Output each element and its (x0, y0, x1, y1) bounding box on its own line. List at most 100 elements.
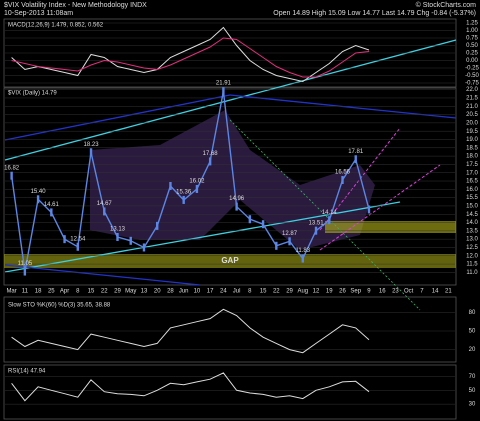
x-tick-label: 22 (101, 289, 108, 295)
trendline (4, 94, 231, 141)
x-tick-label: 14 (432, 289, 439, 295)
series-line (11, 372, 370, 402)
y-tick-label: 14.0 (466, 220, 478, 226)
y-tick-label: 13.0 (466, 237, 478, 243)
y-tick-label: -0.50 (465, 73, 479, 79)
x-tick-label: Oct (404, 289, 414, 295)
quote: Open 14.89 High 15.09 Low 14.77 Last 14.… (273, 10, 476, 17)
support-zone (325, 221, 456, 233)
price-bar (208, 157, 212, 166)
x-tick-label: 12 (313, 289, 320, 295)
y-tick-label: 22.0 (466, 87, 478, 93)
y-tick-label: 80 (469, 310, 476, 316)
y-tick-label: 12.0 (466, 253, 478, 259)
x-tick-label: 18 (35, 289, 42, 295)
chart-title: $VIX Volatility Index - New Methodology … (4, 2, 147, 9)
y-tick-label: 21.0 (466, 104, 478, 110)
trendline (319, 164, 441, 251)
y-tick-label: 19.0 (466, 137, 478, 143)
data-label: 11.83 (296, 248, 311, 254)
y-tick-label: 14.5 (466, 212, 478, 218)
x-tick-label: 24 (220, 289, 227, 295)
price-bar (182, 195, 185, 204)
x-tick-label: 21 (445, 289, 452, 295)
x-tick-label: 23 (392, 289, 399, 295)
y-tick-label: 19.5 (466, 129, 478, 135)
y-tick-label: 21.5 (466, 96, 478, 102)
macd-frame (3, 18, 457, 88)
panel-title: RSI(14) 47.94 (8, 369, 46, 375)
price-bar (354, 155, 357, 164)
price-bar (301, 254, 304, 263)
series-line (10, 91, 370, 272)
x-tick-label: 20 (154, 289, 161, 295)
y-tick-label: 1.25 (466, 21, 478, 27)
x-tick-label: 22 (273, 289, 280, 295)
price-bar (275, 241, 278, 250)
y-tick-label: 16.5 (466, 179, 478, 185)
x-tick-label: 8 (76, 289, 80, 295)
trendline (229, 119, 421, 311)
y-tick-label: 20.0 (466, 120, 478, 126)
panel-title: MACD(12,26,9) 1.479, 0.852, 0.562 (8, 23, 104, 29)
y-tick-label: -0.75 (465, 81, 479, 87)
price-bar (36, 195, 40, 204)
x-tick-label: 29 (114, 289, 121, 295)
x-tick-label: 26 (339, 289, 346, 295)
y-tick-label: 1.00 (466, 28, 478, 34)
brand: © StockCharts.com (416, 1, 477, 9)
price-bar (235, 202, 238, 211)
data-label: 14.67 (97, 201, 113, 207)
data-label: 14.14 (322, 210, 338, 216)
date: 10-Sep-2013 11:08am (4, 10, 73, 17)
x-tick-label: 28 (167, 289, 174, 295)
y-tick-label: 30 (469, 402, 476, 408)
price-bar (50, 208, 53, 217)
trendline (4, 39, 457, 161)
data-label: 16.82 (4, 165, 20, 171)
data-label: 16.02 (189, 179, 205, 185)
data-label: 12.54 (70, 236, 86, 242)
x-tick-label: 11 (22, 289, 29, 295)
y-tick-label: 70 (469, 374, 476, 380)
y-tick-label: 50 (469, 388, 476, 394)
price-bar (142, 243, 146, 252)
price-bar (10, 171, 13, 180)
trendline (4, 201, 401, 273)
x-tick-label: Aug (297, 289, 308, 295)
price-bar (76, 242, 79, 251)
y-tick-label: 17.0 (466, 170, 478, 176)
y-tick-label: 0.75 (466, 36, 478, 42)
series-line (11, 308, 370, 354)
rsi-frame (3, 364, 457, 420)
gap-zone (4, 254, 456, 268)
data-label: 14.61 (44, 202, 60, 208)
x-tick-label: Sep (350, 289, 361, 295)
x-tick-label: 15 (260, 289, 267, 295)
y-tick-label: 18.0 (466, 154, 478, 160)
data-label: 17.68 (203, 151, 219, 157)
data-label: 15.40 (31, 189, 47, 195)
price-bar (288, 237, 291, 246)
data-label: 13.13 (110, 227, 126, 233)
x-tick-label: 15 (88, 289, 95, 295)
x-tick-label: 29 (286, 289, 293, 295)
sto-frame (3, 296, 457, 363)
data-label: 17.81 (348, 149, 364, 155)
data-label: 12.87 (282, 231, 298, 237)
price-bar (195, 184, 199, 193)
y-tick-label: 17.5 (466, 162, 478, 168)
data-label: 18.23 (84, 142, 100, 148)
price-bar (367, 205, 371, 214)
price-bar (314, 226, 318, 235)
data-label: 16.56 (335, 170, 351, 176)
y-tick-label: 50 (469, 329, 476, 335)
y-tick-label: 15.5 (466, 195, 478, 201)
y-tick-label: 16.0 (466, 187, 478, 193)
x-tick-label: 8 (248, 289, 252, 295)
price-bar (63, 235, 66, 244)
y-tick-label: 0.00 (466, 58, 478, 64)
x-tick-label: Apr (60, 289, 69, 295)
price-bar (328, 216, 331, 225)
